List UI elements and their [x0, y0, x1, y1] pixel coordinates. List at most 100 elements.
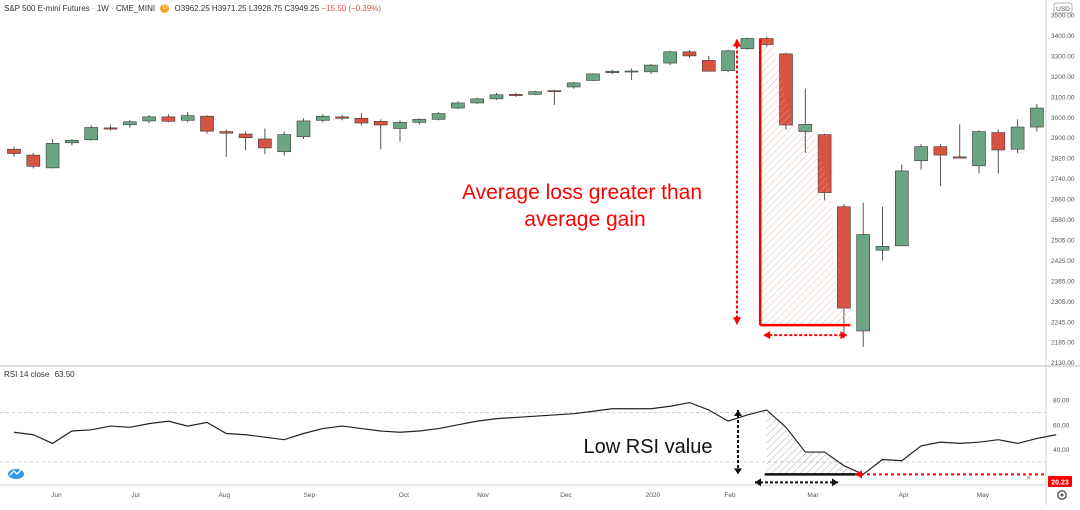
rsi-header: RSI 14 close 63.50 — [4, 370, 75, 379]
price-axis-tick-label: 2740.00 — [1051, 176, 1075, 183]
price-axis-tick-label: 2305.00 — [1051, 299, 1075, 306]
price-axis-tick-label: 2505.00 — [1051, 237, 1075, 244]
candle-down — [103, 127, 118, 130]
candle-down — [200, 115, 214, 132]
price-axis-tick-label: 2365.00 — [1051, 278, 1075, 285]
symbol-name[interactable]: S&P 500 E-mini Futures — [4, 4, 90, 13]
time-axis-label: Jul — [131, 492, 140, 499]
price-axis-tick-label: 2425.00 — [1051, 258, 1075, 265]
price-axis-tick-label: 2660.00 — [1051, 197, 1075, 204]
loss-arrowhead — [733, 317, 741, 326]
price-axis-tick-label: 3400.00 — [1051, 33, 1075, 40]
candle-up — [45, 143, 60, 169]
candles-layer — [7, 36, 1044, 348]
price-axis-tick-label: 3000.00 — [1051, 115, 1075, 122]
grid-layer — [0, 412, 1046, 463]
rsi-annotation-text: Low RSI value — [584, 436, 713, 458]
candle-up — [489, 94, 504, 100]
candle-down — [837, 206, 851, 309]
candle-down — [258, 138, 272, 149]
time-axis-label: May — [977, 492, 990, 499]
candle-up — [412, 118, 427, 123]
loss-annotation-line2: average gain — [524, 208, 645, 231]
candle-up — [180, 115, 195, 121]
price-axis-tick-label: 3500.00 — [1051, 13, 1075, 20]
candle-up — [277, 134, 292, 153]
candle-up — [142, 116, 156, 122]
candle-down — [219, 131, 234, 134]
candle-up — [605, 70, 620, 73]
loss-annotation-line1: Average loss greater than — [462, 181, 702, 204]
time-axis-label: 2020 — [646, 492, 661, 499]
price-axis-tick-label: 2820.00 — [1051, 156, 1075, 163]
candle-down — [682, 51, 697, 57]
rsi-layer — [13, 401, 1057, 476]
rsi-decline-hatch — [766, 409, 864, 475]
price-axis-tick-label: 2580.00 — [1051, 217, 1075, 224]
axes-layer: 3500.00 3400.00 3300.00 3200.00 3100.00 3000.… — [51, 13, 1075, 500]
candle-up — [84, 127, 98, 141]
rsi-arrowhead — [734, 409, 742, 416]
rsi-value: 63.50 — [54, 370, 75, 379]
price-axis-tick-label: 3100.00 — [1051, 94, 1075, 101]
candle-up — [586, 73, 600, 81]
chart-header: S&P 500 E-mini Futures · 1W · CME_MINI D… — [4, 4, 381, 14]
rsi-label[interactable]: RSI 14 close — [4, 370, 50, 379]
candle-up — [470, 98, 485, 104]
price-annotations — [733, 38, 851, 340]
price-axis-tick-label: 2130.00 — [1051, 360, 1075, 367]
candle-down — [952, 156, 967, 159]
time-axis-label: Apr — [899, 492, 910, 499]
price-axis-tick-label: 2185.00 — [1051, 340, 1075, 347]
rsi-line — [13, 401, 1057, 476]
header-separator: · — [111, 4, 114, 13]
candle-up — [1010, 126, 1025, 150]
candle-down — [991, 132, 1006, 151]
candle-down — [373, 121, 388, 126]
candle-up — [566, 82, 581, 88]
price-axis-tick-label: 2900.00 — [1051, 135, 1075, 142]
rsi-axis-tick-label: 80.00 — [1053, 398, 1070, 405]
candle-down — [7, 148, 21, 154]
candle-down — [238, 133, 253, 138]
tradingview-logo-icon — [8, 469, 24, 479]
candle-up — [65, 139, 79, 144]
time-axis-label: Sep — [304, 492, 316, 499]
loss-arrowhead — [763, 331, 771, 340]
currency-box[interactable] — [1053, 2, 1073, 14]
candle-up — [528, 91, 542, 95]
candle-down — [335, 116, 349, 119]
rsi-axis-tick-label: 40.00 — [1053, 447, 1070, 454]
candle-up — [431, 113, 446, 120]
candle-up — [1030, 107, 1044, 128]
exchange-label: CME_MINI — [115, 4, 156, 13]
candle-up — [123, 121, 137, 126]
loss-arrowhead — [840, 331, 848, 340]
rsi-arrowhead — [734, 468, 742, 475]
price-axis-tick-label: 3200.00 — [1051, 74, 1075, 81]
candle-down — [354, 117, 369, 124]
currency-label: USD — [1056, 6, 1070, 13]
ohlc-close: C3949.25 — [284, 4, 320, 13]
candle-up — [315, 115, 330, 121]
candle-up — [894, 170, 909, 247]
rsi-arrowhead — [832, 478, 838, 487]
ohlc-open: O3962.25 — [174, 4, 210, 13]
price-axis-tick-label: 3300.00 — [1051, 53, 1075, 60]
rsi-arrowhead — [755, 478, 761, 487]
candle-up — [972, 131, 986, 167]
rsi-annotations — [734, 409, 1044, 487]
ohlc-low: L3928.75 — [248, 4, 283, 13]
candle-up — [721, 50, 735, 71]
candle-up — [644, 64, 658, 73]
double-chevron-icon[interactable]: » — [1026, 472, 1031, 482]
time-axis-label: Nov — [477, 492, 489, 499]
header-separator: · — [91, 4, 95, 13]
rsi-value-badge — [1048, 476, 1072, 487]
time-axis-label: Jun — [51, 492, 62, 499]
gear-icon[interactable] — [1057, 490, 1067, 500]
interval-label[interactable]: 1W — [96, 4, 109, 13]
